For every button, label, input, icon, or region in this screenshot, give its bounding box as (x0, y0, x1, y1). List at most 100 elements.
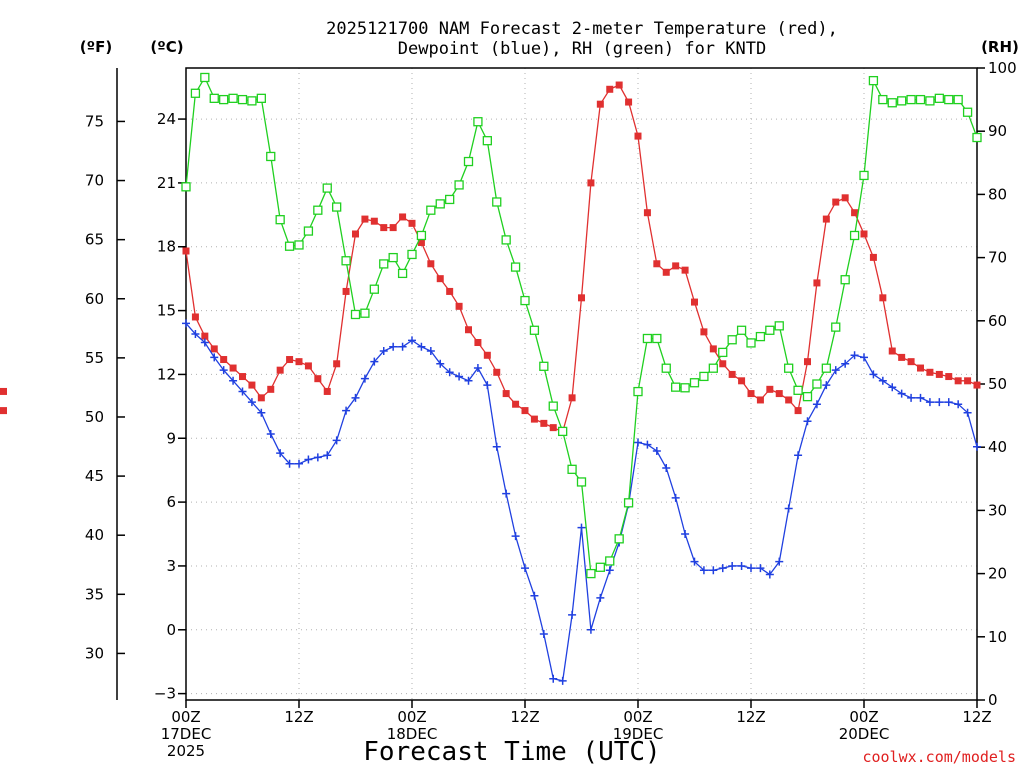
temperature-point-24 (408, 219, 416, 227)
rh-point-17 (341, 256, 351, 266)
rh-point-49 (642, 333, 653, 344)
dewpoint-point-56 (709, 566, 718, 575)
fahrenheit-tick-label-9: 75 (85, 112, 104, 130)
dewpoint-point-31 (473, 364, 482, 373)
rh-point-30 (463, 156, 474, 167)
dewpoint-point-12 (295, 459, 303, 468)
temperature-point-76 (898, 353, 906, 361)
rh-point-21 (379, 259, 389, 269)
celsius-tick-label-4: 9 (166, 429, 176, 447)
rh-point-25 (416, 230, 427, 241)
rh-point-42 (576, 477, 587, 487)
dewpoint-point-54 (690, 557, 699, 566)
time-tick-label-0-2: 2025 (167, 742, 205, 760)
rh-point-40 (558, 426, 568, 437)
dewpoint-point-15 (323, 451, 332, 460)
temperature-point-52 (672, 262, 680, 270)
rh-point-33 (492, 197, 502, 207)
temperature-point-18 (352, 230, 359, 238)
rh-point-70 (840, 275, 850, 285)
rh-tick-label-5: 50 (988, 375, 1007, 393)
dewpoint-point-30 (464, 376, 473, 385)
rh-point-80 (934, 93, 944, 103)
dewpoint-point-78 (916, 393, 925, 402)
rh-point-51 (661, 363, 671, 373)
temperature-point-48 (634, 132, 642, 140)
temperature-point-68 (822, 215, 830, 223)
temperature-point-37 (530, 415, 538, 423)
rh-point-20 (369, 284, 379, 294)
dewpoint-point-69 (831, 366, 840, 375)
dewpoint-point-58 (728, 561, 737, 570)
dewpoint-point-36 (521, 564, 529, 573)
rh-tick-label-8: 80 (988, 185, 1007, 203)
dewpoint-point-57 (718, 564, 727, 573)
dewpoint-point-80 (935, 398, 944, 407)
celsius-tick-label-7: 18 (157, 238, 176, 256)
rh-point-77 (906, 94, 916, 105)
rh-point-6 (237, 94, 248, 105)
time-tick-label-0-0: 00Z (171, 708, 200, 726)
time-tick-label-6-1: 20DEC (839, 725, 890, 743)
rh-point-5 (228, 93, 238, 103)
temperature-point-30 (465, 326, 472, 334)
rh-point-38 (539, 361, 549, 371)
dewpoint-point-63 (775, 557, 784, 566)
rh-point-16 (332, 202, 342, 212)
celsius-tick-label-1: 0 (166, 621, 176, 639)
temperature-point-53 (681, 266, 689, 274)
temperature-point-46 (615, 81, 623, 89)
dewpoint-point-51 (662, 464, 671, 473)
temperature-point-6 (239, 373, 246, 381)
rh-tick-label-9: 90 (988, 122, 1007, 140)
rh-point-63 (774, 321, 784, 331)
dewpoint-point-52 (671, 493, 680, 502)
celsius-tick-label-0: −3 (154, 685, 176, 703)
temperature-point-27 (436, 275, 444, 283)
dewpoint-point-42 (577, 523, 586, 532)
temperature-point-73 (869, 253, 877, 261)
temperature-point-85 (0, 387, 7, 395)
temperature-point-10 (276, 366, 284, 374)
dewpoint-point-41 (568, 610, 577, 619)
dewpoint-point-27 (436, 359, 445, 368)
rh-point-19 (360, 308, 370, 318)
dewpoint-point-29 (455, 372, 464, 381)
rh-point-35 (510, 262, 521, 272)
dewpoint-point-20 (370, 357, 379, 366)
rh-point-73 (868, 75, 879, 86)
dewpoint-point-39 (549, 674, 558, 683)
dewpoint-point-66 (803, 417, 812, 426)
fahrenheit-tick-label-4: 50 (85, 408, 104, 426)
rh-point-3 (209, 93, 219, 103)
temperature-point-9 (267, 385, 275, 393)
rh-point-46 (614, 534, 624, 544)
temperature-point-70 (841, 194, 849, 202)
dewpoint-point-75 (888, 383, 897, 392)
rh-point-10 (275, 215, 285, 225)
dewpoint-point-45 (605, 566, 614, 575)
temperature-point-23 (399, 213, 407, 221)
dewpoint-point-8 (257, 408, 266, 417)
temperature-point-32 (483, 351, 491, 359)
rh-point-62 (765, 325, 775, 335)
rh-tick-label-0: 0 (988, 691, 998, 709)
rh-point-9 (266, 151, 276, 162)
dewpoint-point-40 (558, 676, 567, 685)
dewpoint-point-49 (643, 440, 652, 449)
dewpoint-point-18 (351, 393, 360, 402)
rh-point-28 (445, 194, 455, 205)
fahrenheit-tick-label-3: 45 (85, 467, 104, 485)
temperature-point-35 (512, 400, 520, 408)
temperature-point-2 (201, 332, 209, 340)
temperature-point-65 (794, 407, 802, 415)
temperature-point-12 (295, 358, 303, 366)
dewpoint-point-67 (812, 400, 821, 409)
rh-point-4 (219, 94, 229, 105)
temperature-point-51 (662, 268, 670, 276)
rh-point-24 (407, 249, 417, 260)
dewpoint-point-21 (379, 347, 388, 356)
dewpoint-point-11 (285, 459, 294, 468)
rh-point-66 (802, 391, 813, 402)
